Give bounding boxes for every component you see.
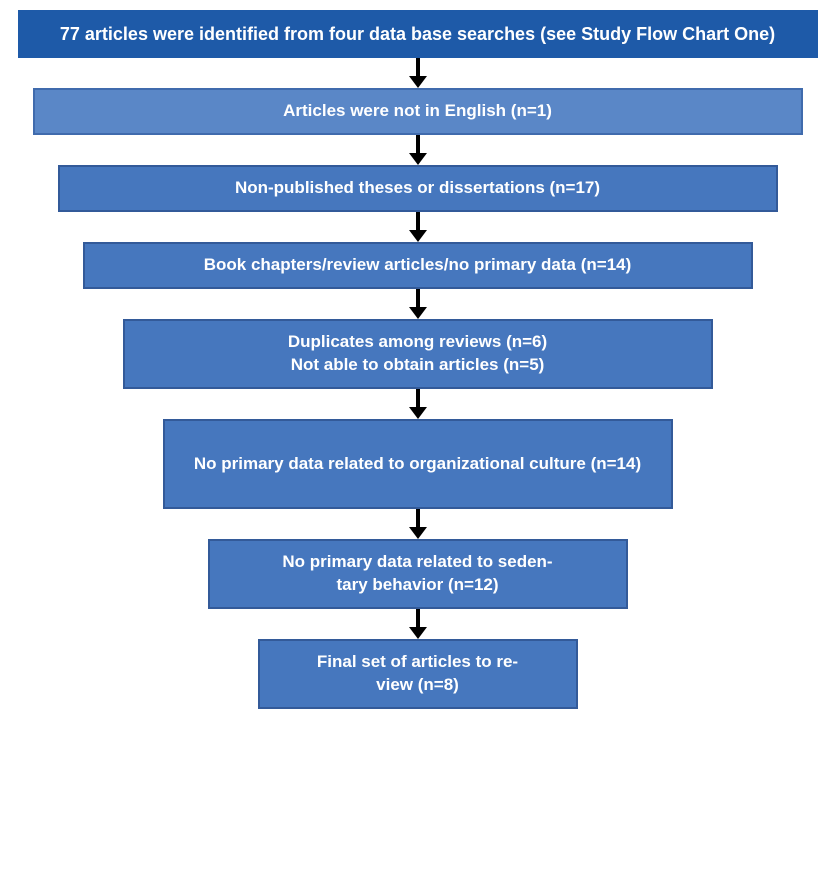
flow-box-text: No primary data related to organizationa… [194, 453, 641, 476]
flow-box-text: Duplicates among reviews (n=6) [288, 331, 547, 354]
flow-box-not-english: Articles were not in English (n=1) [33, 88, 803, 135]
flow-arrow [403, 609, 433, 639]
flow-box-text: Articles were not in English (n=1) [283, 100, 552, 123]
flow-box-sedentary: No primary data related to seden-tary be… [208, 539, 628, 609]
flow-box-identified: 77 articles were identified from four da… [18, 10, 818, 58]
flow-box-text: Book chapters/review articles/no primary… [204, 254, 632, 277]
flow-box-duplicates: Duplicates among reviews (n=6)Not able t… [123, 319, 713, 389]
flow-box-text: tary behavior (n=12) [336, 574, 498, 597]
flow-arrow [403, 212, 433, 242]
flow-box-book-chapters: Book chapters/review articles/no primary… [83, 242, 753, 289]
flow-box-text: Not able to obtain articles (n=5) [291, 354, 545, 377]
flow-box-text: view (n=8) [376, 674, 459, 697]
flow-box-text: Non-published theses or dissertations (n… [235, 177, 600, 200]
flow-arrow [403, 509, 433, 539]
flowchart-container: 77 articles were identified from four da… [10, 10, 825, 709]
flow-arrow [403, 389, 433, 419]
flow-box-text: 77 articles were identified from four da… [60, 22, 775, 46]
flow-box-final: Final set of articles to re-view (n=8) [258, 639, 578, 709]
flow-box-non-published: Non-published theses or dissertations (n… [58, 165, 778, 212]
flow-box-text: Final set of articles to re- [317, 651, 518, 674]
flow-arrow [403, 58, 433, 88]
flow-arrow [403, 289, 433, 319]
flow-box-text: No primary data related to seden- [282, 551, 552, 574]
flow-arrow [403, 135, 433, 165]
flow-box-org-culture: No primary data related to organizationa… [163, 419, 673, 509]
